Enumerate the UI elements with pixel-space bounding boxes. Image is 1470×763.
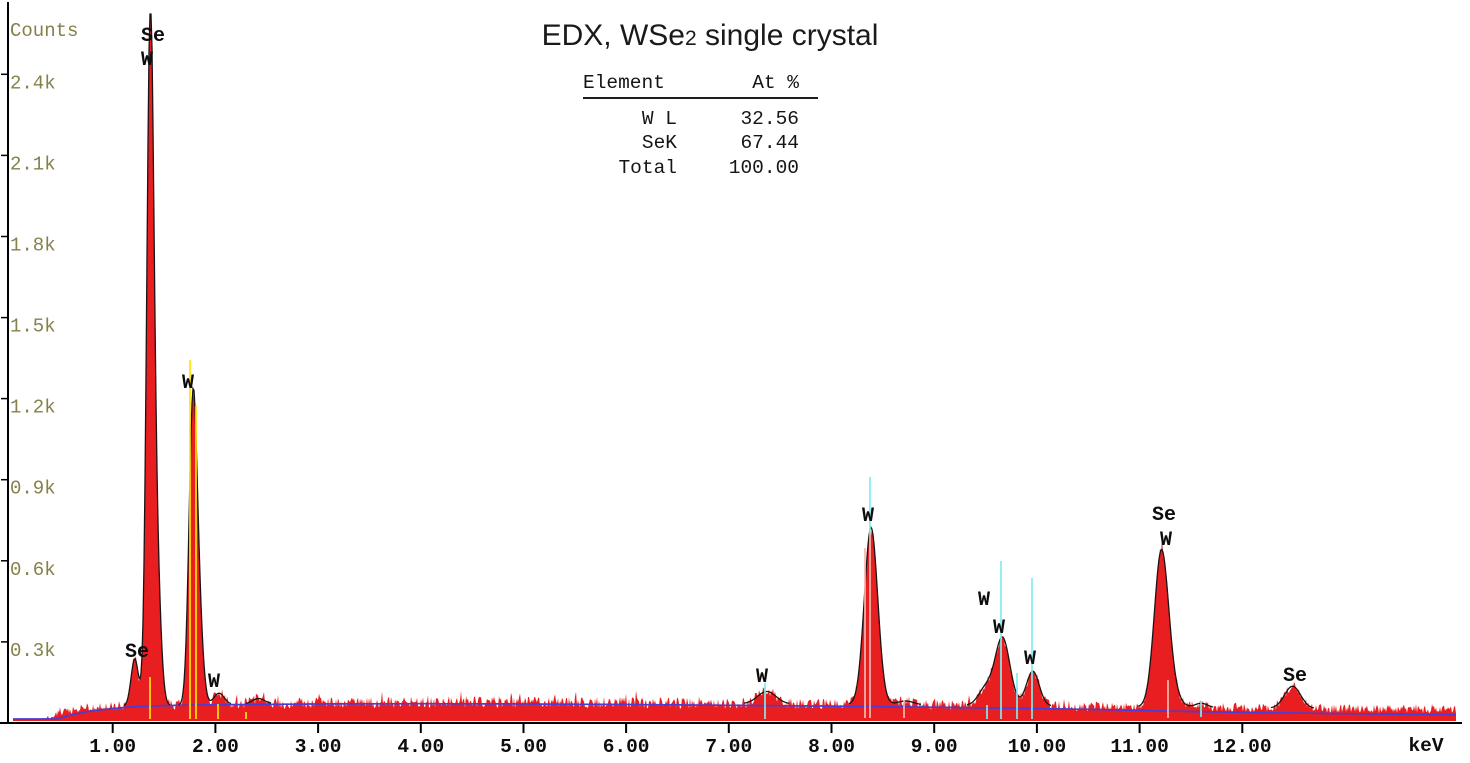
x-tick-label: 1.00 [89,736,136,758]
x-tick-label: 4.00 [397,736,444,758]
y-tick-label: 2.1k [10,153,56,175]
table-cell-at-percent: 32.56 [740,108,799,130]
peak-element-label: Se [1283,665,1307,688]
title-suffix: single crystal [696,19,879,52]
peak-element-label: W [1024,648,1036,671]
peak-element-label: W [208,671,220,694]
table-row: W L 32.56 [583,107,818,131]
table-cell-at-percent: 100.00 [728,156,799,179]
title-prefix: EDX, WSe [541,19,685,52]
peak-element-label: W [862,505,874,528]
y-tick-label: 1.2k [10,397,56,419]
y-tick-label: 0.6k [10,559,56,581]
peak-element-label: W [993,617,1005,640]
y-tick-label: 1.8k [10,235,56,257]
quantification-table: Element At % W L 32.56 SeK 67.44 Total 1… [583,72,818,180]
table-cell-element: Total [618,156,677,179]
y-tick-label: 1.5k [10,316,56,338]
page-title: EDX, WSe2 single crystal [440,20,980,55]
x-tick-label: 5.00 [500,736,547,758]
x-tick-label: 8.00 [808,736,855,758]
peak-element-label: W [141,49,153,72]
table-cell-element: SeK [641,132,677,155]
table-header-row: Element At % [583,72,818,99]
y-axis-title: Counts [10,20,79,42]
peak-element-label: Se [1152,504,1176,527]
table-header-at-percent: At % [752,72,799,94]
x-tick-label: 10.00 [1008,736,1067,758]
y-tick-label: 2.4k [10,72,56,94]
peak-element-label: W [756,666,768,689]
x-tick-label: 7.00 [705,736,752,758]
x-axis-unit: keV [1408,735,1444,757]
y-tick-label: 0.9k [10,478,56,500]
x-tick-label: 11.00 [1110,736,1169,758]
x-tick-label: 9.00 [911,736,958,758]
table-row: Total 100.00 [583,156,818,180]
y-tick-label: 0.3k [10,640,56,662]
peak-fit-line [123,13,1315,709]
spectrum-area [13,14,1456,721]
table-body: W L 32.56 SeK 67.44 Total 100.00 [583,107,818,180]
x-tick-label: 6.00 [603,736,650,758]
table-row: SeK 67.44 [583,131,818,155]
table-cell-at-percent: 67.44 [740,132,799,155]
peak-element-label: W [182,372,194,395]
background-fit-line [13,702,1456,720]
table-cell-element: W L [641,108,677,130]
peak-element-label: Se [141,25,165,48]
table-header-element: Element [583,72,665,94]
x-tick-label: 2.00 [192,736,239,758]
peak-element-label: W [1160,529,1172,552]
x-tick-label: 12.00 [1213,736,1272,758]
x-tick-label: 3.00 [295,736,342,758]
title-subscript: 2 [684,27,697,50]
peak-element-label: W [978,589,990,612]
peak-element-label: Se [125,641,149,664]
